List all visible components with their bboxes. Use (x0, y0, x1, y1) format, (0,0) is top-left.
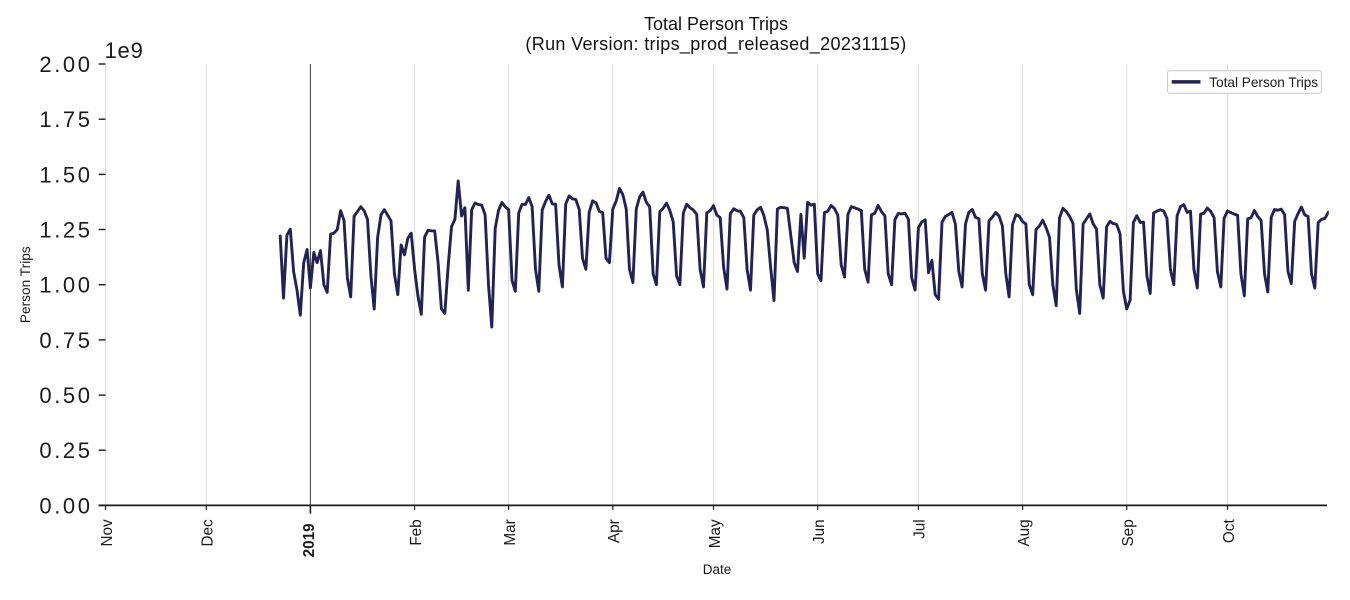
svg-text:Person Trips: Person Trips (18, 246, 33, 323)
svg-text:Feb: Feb (408, 519, 425, 545)
svg-text:1.75: 1.75 (39, 107, 92, 132)
svg-text:Sep: Sep (1120, 519, 1137, 546)
svg-text:May: May (707, 519, 724, 548)
svg-text:0.25: 0.25 (39, 438, 92, 463)
svg-text:1.50: 1.50 (39, 162, 92, 187)
svg-text:(Run Version: trips_prod_relea: (Run Version: trips_prod_released_202311… (525, 34, 906, 55)
svg-text:1.00: 1.00 (39, 273, 92, 298)
svg-text:Aug: Aug (1016, 519, 1033, 546)
svg-text:Jul: Jul (912, 519, 929, 539)
svg-text:Total Person Trips: Total Person Trips (1209, 75, 1318, 90)
svg-text:Nov: Nov (99, 519, 116, 547)
svg-text:Dec: Dec (200, 519, 217, 547)
svg-text:Oct: Oct (1221, 519, 1238, 544)
svg-text:2.00: 2.00 (39, 52, 92, 77)
svg-text:Total Person Trips: Total Person Trips (644, 14, 788, 34)
svg-text:1.25: 1.25 (39, 217, 92, 242)
svg-text:Jun: Jun (811, 519, 828, 544)
svg-text:0.50: 0.50 (39, 383, 92, 408)
svg-text:Apr: Apr (606, 519, 623, 543)
svg-text:2019: 2019 (301, 523, 318, 557)
svg-text:Mar: Mar (502, 519, 519, 545)
svg-text:1e9: 1e9 (105, 38, 144, 63)
svg-text:Date: Date (703, 562, 732, 577)
svg-text:0.00: 0.00 (39, 493, 92, 518)
svg-text:0.75: 0.75 (39, 328, 92, 353)
